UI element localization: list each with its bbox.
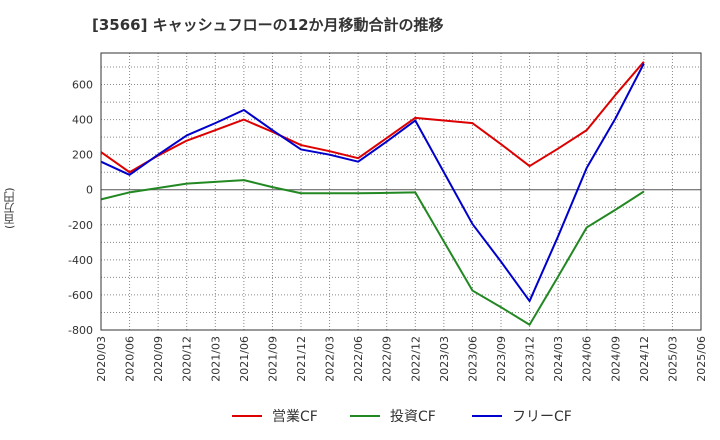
x-tick-label: 2025/03	[666, 336, 679, 382]
x-tick-label: 2025/06	[695, 336, 708, 382]
y-tick-label: -200	[68, 219, 93, 232]
x-tick-label: 2020/09	[152, 336, 165, 382]
series-line-0	[100, 61, 645, 174]
chart-title: [3566] キャッシュフローの12か月移動合計の推移	[92, 16, 444, 34]
legend: 営業CF 投資CF フリーCF	[232, 409, 572, 425]
x-tick-label: 2022/03	[324, 336, 337, 382]
x-tick-label: 2022/06	[352, 336, 365, 382]
x-tick-label: 2021/03	[209, 336, 222, 382]
x-tick-label: 2021/06	[238, 336, 251, 382]
y-tick-label: 600	[72, 79, 93, 92]
x-tick-label: 2020/12	[181, 336, 194, 382]
y-tick-label: -600	[68, 289, 93, 302]
series-lines	[100, 61, 645, 326]
plot-frame	[100, 52, 702, 331]
x-tick-label: 2024/03	[552, 336, 565, 382]
x-tick-label: 2024/06	[581, 336, 594, 382]
y-tick-label: 200	[72, 149, 93, 162]
x-tick-label: 2024/12	[638, 336, 651, 382]
legend-label-1: 投資CF	[390, 409, 436, 425]
y-tick-label: -800	[68, 324, 93, 337]
x-tick-label: 2020/06	[124, 336, 137, 382]
x-tick-label: 2023/03	[438, 336, 451, 382]
x-tick-label: 2024/09	[609, 336, 622, 382]
x-tick-label: 2023/09	[495, 336, 508, 382]
legend-label-2: フリーCF	[512, 409, 572, 425]
x-tick-labels: 2020/03 2020/06 2020/09 2020/12 2021/03 2021/…	[95, 336, 708, 382]
y-tick-label: 0	[86, 184, 93, 197]
grid-lines	[101, 53, 701, 330]
series-line-1	[100, 179, 645, 326]
legend-label-0: 営業CF	[272, 409, 318, 425]
x-tick-label: 2021/12	[295, 336, 308, 382]
y-tick-labels: 600 400 200 0 -200 -400 -600 -800	[68, 79, 93, 337]
y-tick-label: -400	[68, 254, 93, 267]
x-tick-label: 2021/09	[266, 336, 279, 382]
x-tick-label: 2022/12	[409, 336, 422, 382]
series-line-2	[100, 63, 645, 303]
x-tick-label: 2023/12	[524, 336, 537, 382]
x-tick-label: 2022/09	[381, 336, 394, 382]
x-tick-label: 2020/03	[95, 336, 108, 382]
x-tick-label: 2023/06	[466, 336, 479, 382]
y-tick-label: 400	[72, 114, 93, 127]
